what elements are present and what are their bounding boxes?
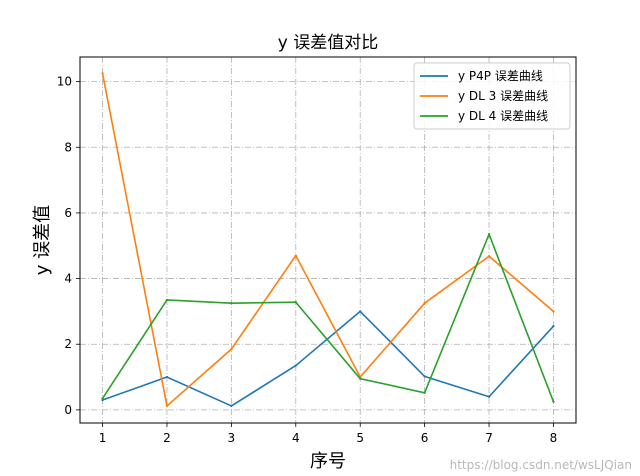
- x-tick-label: 2: [163, 431, 171, 445]
- series-line-2: [101, 73, 554, 407]
- grid-lines: [80, 57, 576, 423]
- legend-label: y P4P 误差曲线: [458, 69, 543, 83]
- y-tick-label: 6: [64, 206, 72, 220]
- data-point: [359, 310, 362, 313]
- data-point: [101, 397, 104, 400]
- data-point: [294, 254, 297, 257]
- x-tick-label: 8: [550, 431, 558, 445]
- y-tick-label: 10: [57, 75, 72, 89]
- y-tick-label: 2: [64, 337, 72, 351]
- plot-frame: [79, 56, 577, 424]
- data-point: [230, 347, 233, 351]
- data-point: [165, 298, 169, 302]
- data-point: [359, 377, 362, 380]
- data-point: [230, 301, 233, 305]
- data-point: [423, 301, 426, 305]
- data-point: [487, 233, 491, 236]
- y-tick-label: 8: [64, 140, 72, 154]
- data-point: [423, 375, 426, 378]
- data-point: [423, 391, 426, 395]
- y-tick-label: 4: [64, 272, 72, 286]
- x-tick-label: 4: [292, 431, 300, 445]
- x-tick-label: 5: [356, 431, 364, 445]
- data-point: [552, 400, 555, 403]
- chart-title: y 误差值对比: [278, 33, 378, 53]
- data-point: [552, 310, 555, 313]
- data-point: [487, 255, 491, 258]
- y-axis-label: y 误差值: [32, 205, 53, 275]
- data-point: [294, 364, 297, 367]
- legend-label: y DL 4 误差曲线: [458, 109, 548, 123]
- series-line-1: [102, 310, 555, 407]
- x-axis-label: 序号: [310, 451, 346, 472]
- legend: y P4P 误差曲线 y DL 3 误差曲线 y DL 4 误差曲线: [413, 62, 571, 130]
- series-line-3: [101, 233, 555, 402]
- x-tick-label: 6: [421, 431, 429, 445]
- data-point: [101, 72, 104, 75]
- data-point: [165, 375, 169, 379]
- x-tick-label: 1: [99, 431, 107, 445]
- data-point: [552, 324, 555, 328]
- legend-box: [413, 62, 571, 130]
- watermark-text: https://blog.csdn.net/wsLJQian: [449, 458, 632, 472]
- data-point: [230, 404, 233, 408]
- data-point: [165, 404, 169, 408]
- x-tick-label: 7: [485, 431, 493, 445]
- data-point: [487, 395, 491, 398]
- y-tick-label: 0: [64, 403, 72, 417]
- axis-ticks: 1 2 3 4 5 6 7 8 0 2 4 6 8 10: [57, 75, 558, 445]
- series-lines: [101, 72, 555, 408]
- x-tick-label: 3: [228, 431, 236, 445]
- data-point: [101, 398, 104, 402]
- legend-label: y DL 3 误差曲线: [458, 89, 548, 103]
- data-point: [294, 301, 297, 304]
